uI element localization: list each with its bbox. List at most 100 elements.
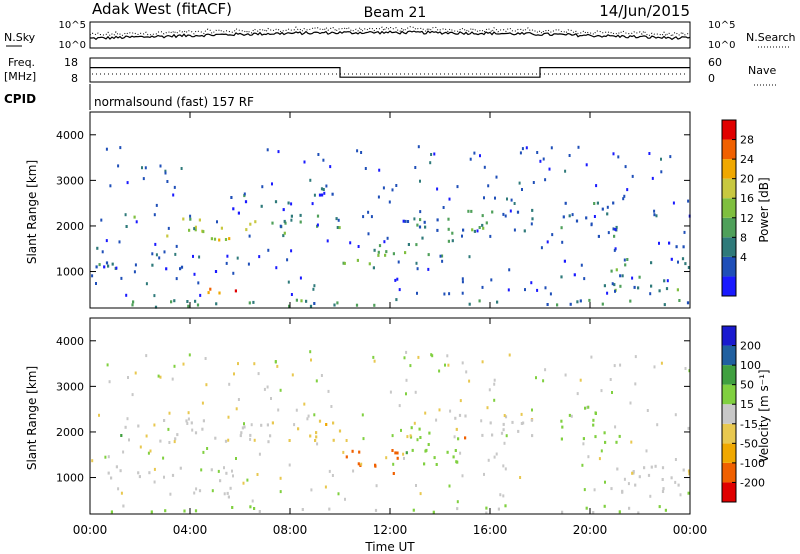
colorbar-tick-label: 24: [740, 153, 754, 166]
data-cell: [677, 483, 680, 487]
data-cell: [274, 360, 277, 364]
data-cell: [621, 489, 624, 493]
data-cell: [631, 174, 634, 178]
data-cell: [344, 497, 346, 501]
data-cell: [601, 207, 604, 211]
data-cell: [132, 300, 135, 304]
data-cell: [510, 198, 513, 202]
data-cell: [122, 504, 125, 508]
data-cell: [623, 194, 626, 198]
data-cell: [436, 187, 439, 191]
data-cell: [358, 450, 361, 454]
data-cell: [315, 435, 318, 439]
data-cell: [199, 293, 202, 297]
data-cell: [491, 433, 494, 437]
data-cell: [604, 480, 606, 484]
colorbar-segment: [722, 198, 736, 218]
data-cell: [154, 242, 157, 246]
data-cell: [316, 214, 320, 218]
data-cell: [173, 364, 176, 368]
colorbar-tick-label: -15: [740, 418, 758, 431]
data-cell: [649, 494, 652, 498]
data-cell: [448, 197, 451, 201]
data-cell: [283, 231, 286, 235]
data-cell: [539, 159, 542, 163]
data-cell: [614, 289, 616, 293]
data-cell: [209, 287, 212, 291]
data-cell: [473, 229, 476, 233]
data-cell: [134, 263, 137, 267]
data-cell: [593, 202, 596, 205]
data-cell: [631, 276, 634, 280]
data-cell: [396, 277, 399, 281]
data-cell: [629, 299, 632, 303]
data-cell: [325, 423, 328, 426]
data-cell: [404, 251, 407, 255]
data-cell: [173, 440, 176, 444]
data-cell: [266, 385, 269, 389]
data-cell: [531, 208, 534, 212]
data-cell: [458, 413, 462, 417]
data-cell: [215, 302, 218, 306]
data-cell: [595, 184, 598, 188]
data-cell: [447, 227, 450, 231]
data-cell: [621, 274, 624, 278]
data-cell: [647, 473, 651, 477]
data-cell: [517, 429, 520, 433]
data-cell: [506, 197, 508, 201]
colorbar-segment: [722, 159, 736, 179]
data-cell: [628, 506, 631, 510]
data-cell: [186, 300, 189, 303]
freq-left-tick-top: 18: [64, 56, 78, 69]
data-cell: [107, 455, 110, 459]
data-cell: [325, 184, 328, 188]
data-cell: [406, 435, 409, 439]
data-cell: [600, 389, 603, 393]
colorbar-segment: [722, 326, 736, 346]
data-cell: [536, 288, 539, 292]
data-cell: [342, 450, 345, 454]
data-cell: [682, 468, 685, 472]
data-cell: [493, 398, 496, 402]
data-cell: [228, 237, 231, 241]
data-cell: [416, 438, 419, 442]
data-cell: [155, 253, 158, 257]
data-cell: [594, 435, 597, 439]
data-cell: [266, 148, 269, 152]
data-cell: [658, 505, 661, 509]
data-cell: [655, 214, 658, 218]
data-cell: [478, 226, 481, 229]
data-cell: [392, 462, 395, 466]
data-cell: [167, 427, 170, 431]
data-cell: [310, 358, 312, 362]
data-cell: [395, 184, 398, 187]
colorbar-tick-label: -100: [740, 457, 765, 470]
data-cell: [416, 267, 419, 271]
data-cell: [430, 153, 433, 156]
data-cell: [544, 178, 547, 182]
data-cell: [183, 509, 186, 513]
data-cell: [338, 429, 342, 433]
data-cell: [415, 243, 418, 247]
data-cell: [145, 434, 148, 438]
time-axis-label: Time UT: [364, 540, 415, 554]
data-cell: [389, 390, 392, 394]
data-cell: [115, 465, 118, 469]
data-cell: [225, 261, 228, 265]
data-cell: [536, 151, 539, 154]
data-cell: [153, 423, 156, 427]
data-cell: [663, 279, 666, 283]
data-cell: [201, 401, 204, 405]
data-cell: [444, 363, 446, 367]
data-cell: [218, 238, 221, 242]
data-cell: [650, 261, 653, 265]
data-cell: [476, 229, 479, 233]
data-cell: [649, 292, 652, 296]
data-cell: [362, 215, 365, 219]
data-cell: [309, 304, 313, 308]
data-cell: [351, 449, 354, 453]
data-cell: [120, 276, 123, 280]
data-cell: [582, 437, 585, 441]
data-cell: [124, 213, 127, 217]
data-cell: [456, 460, 459, 464]
